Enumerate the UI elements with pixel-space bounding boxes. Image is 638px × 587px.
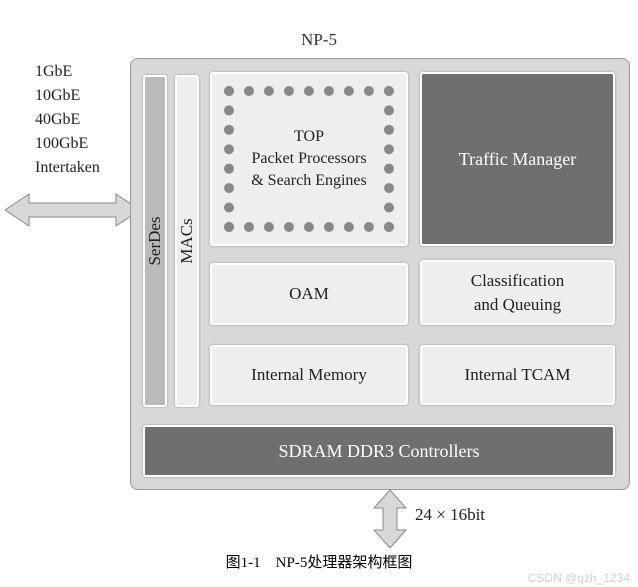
oam-block: OAM xyxy=(210,263,408,325)
sdram-label: SDRAM DDR3 Controllers xyxy=(278,441,479,462)
classification-queuing-block: Classification and Queuing xyxy=(420,260,615,325)
port-item: 1GbE xyxy=(35,60,100,84)
internal-memory-block: Internal Memory xyxy=(210,345,408,405)
port-item: 10GbE xyxy=(35,84,100,108)
serdes-label: SerDes xyxy=(145,216,165,265)
port-list: 1GbE 10GbE 40GbE 100GbE Intertaken xyxy=(35,60,100,180)
diagram-title: NP-5 xyxy=(0,30,638,50)
oam-label: OAM xyxy=(289,284,329,304)
dotted-border: TOP Packet Processors & Search Engines xyxy=(224,86,394,232)
port-item: Intertaken xyxy=(35,156,100,180)
inttcam-label: Internal TCAM xyxy=(465,365,571,385)
traffic-manager-block: Traffic Manager xyxy=(420,72,615,246)
top-packet-processors-block: TOP Packet Processors & Search Engines xyxy=(210,72,408,246)
top-line2: Packet Processors xyxy=(251,148,366,170)
tm-label: Traffic Manager xyxy=(459,149,576,170)
top-line3: & Search Engines xyxy=(251,170,367,192)
macs-block: MACs xyxy=(175,75,199,407)
port-item: 100GbE xyxy=(35,132,100,156)
top-line1: TOP xyxy=(294,126,324,148)
macs-label: MACs xyxy=(177,218,197,263)
cq-line1: Classification xyxy=(471,269,564,293)
bidirectional-arrow-icon xyxy=(5,190,140,235)
down-bidirectional-arrow-icon xyxy=(370,490,410,553)
watermark-text: CSDN @qzh_1234 xyxy=(528,571,630,585)
port-item: 40GbE xyxy=(35,108,100,132)
figure-caption: 图1-1 NP-5处理器架构框图 xyxy=(0,551,638,572)
serdes-block: SerDes xyxy=(143,75,167,407)
sdram-controllers-block: SDRAM DDR3 Controllers xyxy=(143,425,615,477)
cq-line2: and Queuing xyxy=(471,293,564,317)
intmem-label: Internal Memory xyxy=(251,365,367,385)
np5-architecture-diagram: NP-5 1GbE 10GbE 40GbE 100GbE Intertaken … xyxy=(0,0,638,587)
down-arrow-label: 24 × 16bit xyxy=(415,505,485,525)
internal-tcam-block: Internal TCAM xyxy=(420,345,615,405)
